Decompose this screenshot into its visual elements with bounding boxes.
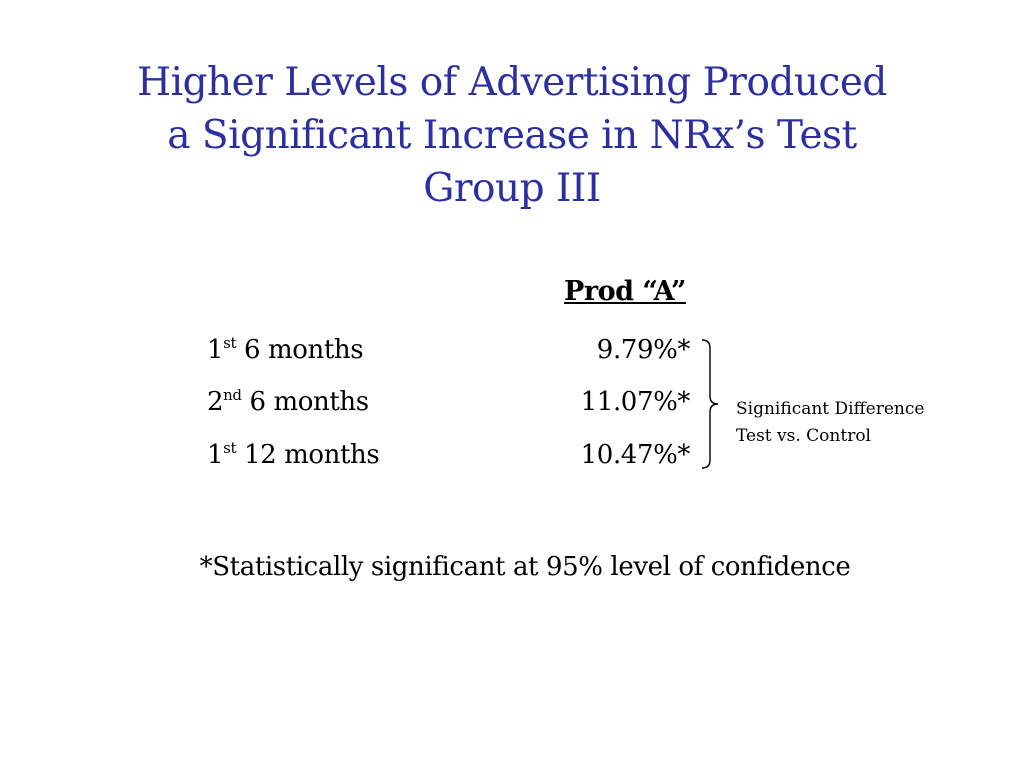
row-period: 6 months	[249, 387, 370, 417]
significance-note-line-2: Test vs. Control	[736, 426, 871, 446]
slide-title: Higher Levels of Advertising Produced a …	[60, 56, 964, 215]
column-header-prod-a: Prod “A”	[564, 276, 686, 307]
significance-note: Significant Difference Test vs. Control	[736, 396, 924, 450]
slide-title-line-3: Group III	[423, 166, 601, 211]
row-ordinal-suffix: st	[223, 439, 237, 457]
row-ordinal-suffix: nd	[223, 386, 242, 404]
significance-note-line-1: Significant Difference	[736, 399, 925, 419]
row-period: 12 months	[243, 440, 380, 470]
row-ordinal-number: 1	[207, 440, 224, 470]
slide-title-line-2: a Significant Increase in NRx’s Test	[167, 113, 857, 158]
row-label-first-12-months: 1st 12 months	[207, 439, 380, 470]
row-period: 6 months	[243, 335, 364, 365]
row-value-first-6-months: 9.79%*	[596, 335, 691, 365]
row-ordinal-number: 1	[207, 335, 224, 365]
row-ordinal-number: 2	[207, 387, 224, 417]
row-value-second-6-months: 11.07%*	[580, 387, 691, 417]
footnote: *Statistically significant at 95% level …	[199, 552, 851, 582]
row-label-first-6-months: 1st 6 months	[207, 334, 364, 365]
row-label-second-6-months: 2nd 6 months	[207, 387, 369, 417]
right-curly-brace	[701, 339, 719, 469]
slide-title-line-1: Higher Levels of Advertising Produced	[137, 60, 887, 105]
row-value-first-12-months: 10.47%*	[580, 440, 691, 470]
row-ordinal-suffix: st	[223, 334, 237, 352]
